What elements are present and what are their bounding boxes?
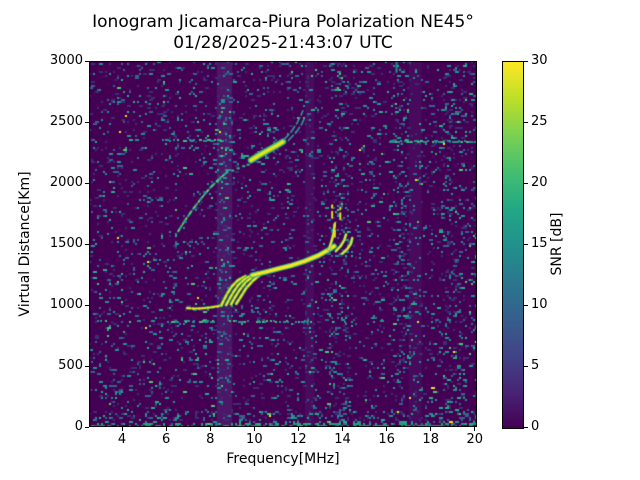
x-axis-tick-label: 8 bbox=[206, 432, 215, 447]
colorbar-tick bbox=[524, 426, 528, 428]
y-axis-label: Virtual Distance[Km] bbox=[17, 171, 33, 317]
y-axis-tick-label: 1000 bbox=[49, 297, 83, 312]
y-axis-tick-label: 3000 bbox=[49, 53, 83, 68]
colorbar-tick-label: 10 bbox=[531, 297, 548, 312]
x-axis-tick-label: 10 bbox=[246, 432, 263, 447]
x-axis-tick-label: 4 bbox=[117, 432, 127, 447]
colorbar-tick bbox=[524, 121, 528, 123]
x-axis-tick bbox=[297, 427, 299, 431]
colorbar-tick-label: 20 bbox=[531, 175, 548, 190]
x-axis-label: Frequency[MHz] bbox=[226, 451, 340, 467]
ionogram-canvas bbox=[89, 61, 477, 427]
y-axis-tick-label: 0 bbox=[74, 419, 83, 434]
colorbar-tick-label: 25 bbox=[531, 114, 548, 129]
y-axis-tick-label: 2500 bbox=[49, 114, 83, 129]
colorbar-tick bbox=[524, 243, 528, 245]
colorbar-tick bbox=[524, 365, 528, 367]
x-axis-tick bbox=[430, 427, 432, 431]
colorbar-tick-label: 15 bbox=[531, 236, 548, 251]
y-axis-tick bbox=[85, 121, 89, 123]
colorbar-tick-label: 30 bbox=[531, 53, 548, 68]
x-axis-tick-label: 18 bbox=[422, 432, 439, 447]
colorbar-tick-label: 5 bbox=[531, 358, 540, 373]
x-axis-tick-label: 20 bbox=[466, 432, 484, 447]
y-axis-tick-label: 500 bbox=[58, 358, 83, 373]
x-axis-tick bbox=[253, 427, 255, 431]
x-axis-tick-label: 14 bbox=[334, 432, 351, 447]
x-axis-tick bbox=[165, 427, 167, 431]
y-axis-tick bbox=[85, 426, 89, 428]
y-axis-tick-label: 1500 bbox=[49, 236, 83, 251]
chart-title: Ionogram Jicamarca-Piura Polarization NE… bbox=[92, 12, 474, 32]
y-axis-tick bbox=[85, 60, 89, 62]
colorbar-tick-label: 0 bbox=[531, 419, 540, 434]
x-axis-tick bbox=[342, 427, 344, 431]
chart-subtitle: 01/28/2025-21:43:07 UTC bbox=[173, 33, 393, 53]
y-axis-tick bbox=[85, 182, 89, 184]
x-axis-tick-label: 6 bbox=[162, 432, 171, 447]
y-axis-tick bbox=[85, 304, 89, 306]
colorbar-tick bbox=[524, 304, 528, 306]
x-axis-tick bbox=[121, 427, 123, 431]
colorbar-tick bbox=[524, 182, 528, 184]
x-axis-tick bbox=[474, 427, 476, 431]
x-axis-tick bbox=[386, 427, 388, 431]
x-axis-tick bbox=[209, 427, 211, 431]
colorbar-tick bbox=[524, 60, 528, 62]
y-axis-tick-label: 2000 bbox=[49, 175, 83, 190]
x-axis-tick-label: 16 bbox=[378, 432, 395, 447]
colorbar-gradient bbox=[502, 61, 524, 429]
y-axis-tick bbox=[85, 365, 89, 367]
y-axis-tick bbox=[85, 243, 89, 245]
x-axis-tick-label: 12 bbox=[290, 432, 307, 447]
